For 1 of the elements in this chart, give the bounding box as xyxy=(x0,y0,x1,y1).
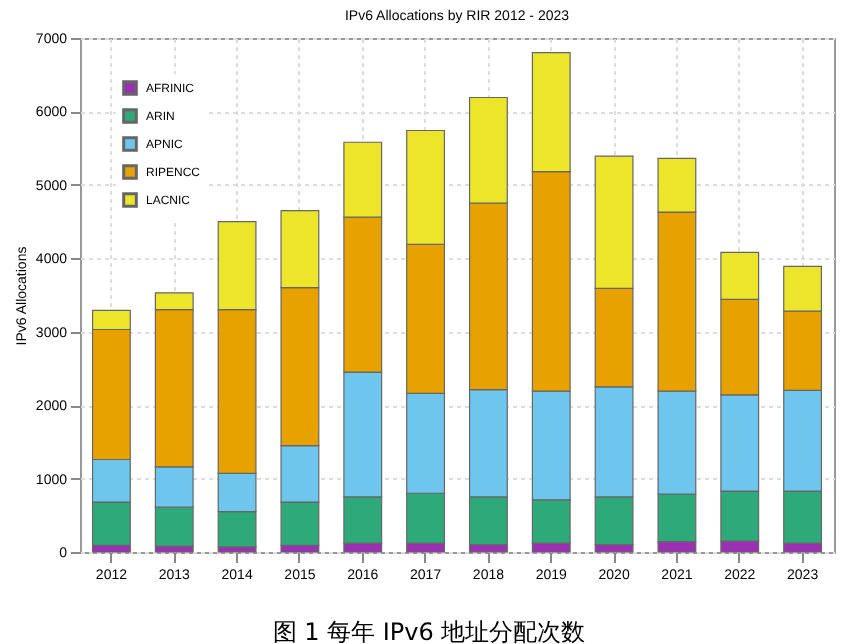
caption: 图 1 每年 IPv6 地址分配次数 xyxy=(270,616,588,644)
